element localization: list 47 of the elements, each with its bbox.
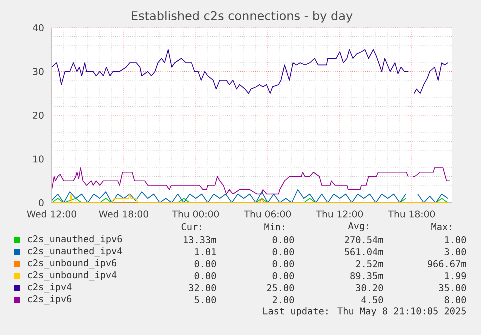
text: 2.52m [356,260,384,268]
text: 966.67m [428,260,466,268]
x-tick-label: Wed 18:00 [99,210,148,218]
text: 32.00 [189,284,216,292]
text: Min: [264,223,284,231]
text: Max: [432,224,452,230]
text: 3.00 [444,248,466,256]
y-tick-label: 30 [33,68,44,76]
y-tick-label: 10 [34,156,44,163]
text: 8.00 [444,296,466,304]
text: 1.00 [445,236,466,244]
text: Last update: Thu May 8 21:10:05 2025 [264,307,466,317]
text: 0.00 [272,236,294,244]
text: 0.00 [272,248,294,256]
y-tick-label: 20 [33,112,44,120]
text: 13.33m [184,236,216,244]
x-tick-label: Wed 12:00 [27,210,76,218]
x-tick-label: Thu 00:00 [172,210,220,218]
x-tick-label: Thu 06:00 [244,210,292,218]
text: 89.35m [350,272,384,280]
text: 4.50 [362,296,384,304]
text: Avg: [348,222,368,232]
y-tick-label: 40 [33,24,44,32]
text: 1.01 [195,248,216,256]
text: 270.54m [345,236,384,244]
legend-label: c2s_unauthed_ipv4 [28,247,122,257]
legend-label: c2s_unbound_ipv6 [28,259,117,269]
legend-label: c2s_ipv6 [28,295,72,305]
text: 561.04m [345,248,384,256]
text: 5.00 [194,296,216,304]
legend-label: c2s_unbound_ipv4 [28,271,117,281]
x-tick-label: Thu 12:00 [316,210,364,218]
chart-title: Established c2s connections - by day [132,11,353,23]
legend-label: c2s_unauthed_ipv6 [28,235,122,245]
y-tick-label: 0 [39,199,44,207]
text: 30.20 [356,284,384,292]
text: 0.00 [272,260,294,268]
text: 25.00 [267,284,294,292]
text: 2.00 [272,296,294,304]
text: 1.99 [445,272,466,280]
x-tick-label: Thu 18:00 [388,210,436,218]
text: 0.00 [194,260,216,268]
text: Cur: [182,223,202,231]
text: 0.00 [194,272,216,280]
text: 35.00 [439,284,466,292]
legend-label: c2s_ipv4 [28,283,72,293]
text: 0.00 [272,272,294,280]
